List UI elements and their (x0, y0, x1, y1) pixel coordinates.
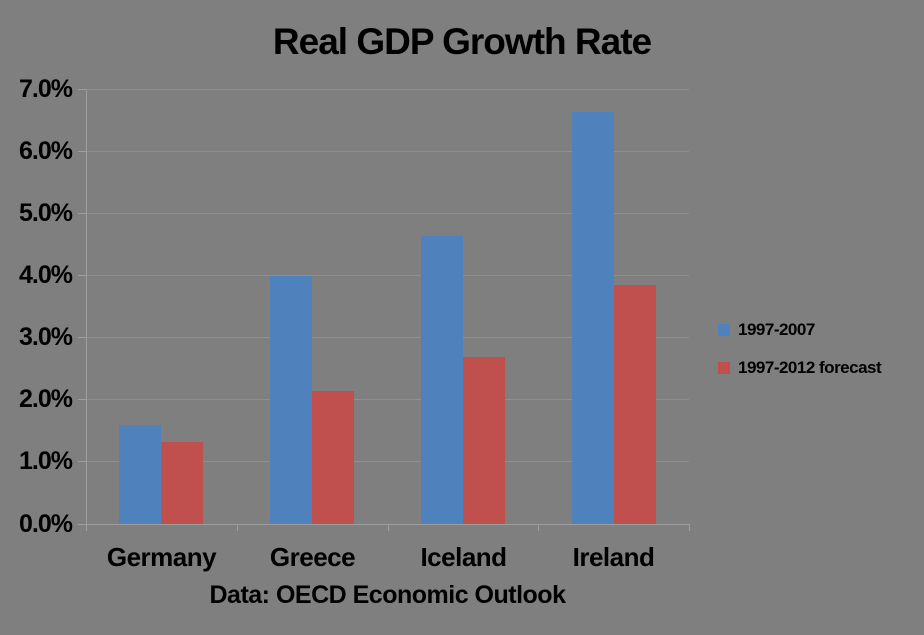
y-axis-label: 2.0% (19, 385, 73, 413)
x-tick (538, 524, 539, 531)
y-tick (78, 399, 86, 400)
y-axis-label: 0.0% (19, 510, 73, 538)
gridline-5pct (86, 213, 689, 214)
x-axis-label-germany: Germany (106, 542, 217, 572)
y-tick (78, 213, 86, 214)
y-axis-label: 7.0% (19, 75, 73, 103)
y-axis-label: 5.0% (19, 199, 73, 227)
legend-item-1997-2012-forecast: 1997-2012 forecast (718, 355, 882, 381)
bar-germany-1997-2007 (119, 425, 161, 524)
y-tick (78, 461, 86, 462)
plot-area: 0.0% 1.0% 2.0% 3.0% 4.0% 5.0% 6.0% 7.0% Germany G… (19, 76, 690, 572)
y-axis-label: 1.0% (19, 447, 73, 475)
bar-greece-1997-2007 (270, 276, 312, 524)
bar-iceland-1997-2012-forecast (463, 357, 505, 524)
x-axis-line (86, 524, 689, 525)
legend-item-1997-2007: 1997-2007 (718, 317, 881, 343)
gridline-3pct (86, 337, 689, 338)
legend-color-swatch (718, 362, 730, 374)
x-tick (388, 524, 389, 531)
x-tick (689, 524, 690, 531)
x-tick (237, 524, 238, 531)
gridline-7pct (86, 89, 689, 90)
gridline-2pct (86, 399, 689, 400)
y-tick (78, 151, 86, 152)
x-axis-label-ireland: Ireland (572, 542, 655, 572)
x-axis-label-iceland: Iceland (420, 542, 507, 572)
x-axis-label-greece: Greece (269, 542, 356, 572)
y-axis-line (86, 90, 87, 525)
y-tick (78, 337, 86, 338)
bar-ireland-1997-2012-forecast (614, 285, 656, 524)
legend: 1997-2007 1997-2012 forecast (718, 317, 882, 393)
chart-caption: Data: OECD Economic Outlook (209, 581, 566, 609)
y-tick (78, 89, 86, 90)
gridline-4pct (86, 275, 689, 276)
bar-greece-1997-2012-forecast (312, 391, 354, 524)
y-axis-label: 3.0% (19, 323, 73, 351)
legend-color-swatch (718, 324, 730, 336)
bar-ireland-1997-2007 (572, 112, 614, 524)
bar-iceland-1997-2007 (421, 236, 463, 524)
legend-item-label: 1997-2012 forecast (738, 358, 882, 377)
gridline-1pct (86, 461, 689, 462)
chart-title: Real GDP Growth Rate (272, 21, 652, 62)
legend-item-label: 1997-2007 (738, 320, 815, 339)
bar-germany-1997-2012-forecast (161, 442, 203, 524)
y-tick (78, 275, 86, 276)
y-axis-label: 6.0% (19, 137, 73, 165)
y-tick (78, 524, 86, 525)
x-tick (86, 524, 87, 531)
y-axis-label: 4.0% (19, 261, 73, 289)
gridline-6pct (86, 151, 689, 152)
